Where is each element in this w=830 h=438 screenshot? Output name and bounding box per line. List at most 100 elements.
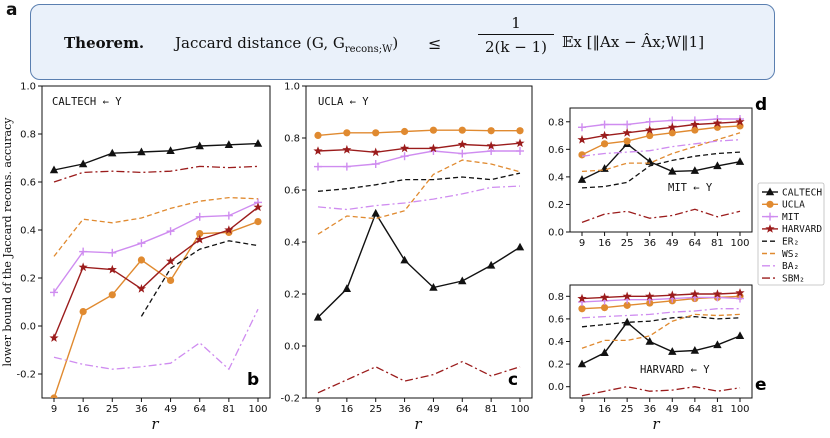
point-harvard xyxy=(136,284,146,293)
point-ucla xyxy=(137,256,146,264)
point-caltech xyxy=(645,337,654,345)
point-ucla xyxy=(314,131,322,139)
x-tick-label: 9 xyxy=(579,404,585,415)
y-tick-label: 0.2 xyxy=(548,200,564,211)
point-caltech xyxy=(486,260,496,269)
point-ucla xyxy=(668,129,676,137)
series-line-ba2 xyxy=(53,308,259,371)
point-caltech xyxy=(645,157,654,165)
y-tick-label: 0.0 xyxy=(548,228,564,239)
legend-item-sbm2: SBM₂ xyxy=(762,273,805,284)
point-ucla xyxy=(372,129,380,137)
fraction-numerator: 1 xyxy=(478,14,554,35)
x-axis-label-e: r xyxy=(652,415,660,433)
x-tick-label: 64 xyxy=(688,238,701,249)
point-mit xyxy=(400,152,409,161)
y-tick-label: 0.4 xyxy=(20,226,36,237)
y-tick-label: 0.8 xyxy=(20,130,36,141)
point-harvard xyxy=(667,122,677,132)
point-mit xyxy=(166,227,175,236)
point-caltech xyxy=(342,284,352,292)
theorem-title: Theorem. xyxy=(64,34,145,52)
point-caltech xyxy=(166,146,175,154)
point-harvard xyxy=(166,256,176,266)
x-tick-label: 64 xyxy=(456,404,469,415)
point-caltech xyxy=(735,157,745,165)
panel-label-c: UCLA ← Y xyxy=(318,96,369,108)
point-ucla xyxy=(196,230,204,238)
point-mit xyxy=(487,147,496,155)
series-line-er2 xyxy=(317,172,521,192)
legend-label-harvard: HARVARD xyxy=(782,224,822,235)
point-ucla xyxy=(578,305,586,313)
panel-letter-b: b xyxy=(247,370,259,390)
y-axis-label: lower bound of the Jaccard recons. accur… xyxy=(1,117,14,367)
panel-letter-a: a xyxy=(6,0,18,20)
point-harvard xyxy=(107,264,117,274)
legend-label-sbm2: SBM₂ xyxy=(782,273,805,284)
point-ucla xyxy=(343,129,351,137)
x-tick-label: 49 xyxy=(164,404,177,415)
y-tick-label: 0.6 xyxy=(284,186,300,197)
point-caltech xyxy=(735,331,745,340)
point-ucla xyxy=(691,126,699,134)
panel-letter-c: c xyxy=(508,370,518,390)
series-line-harvard xyxy=(53,206,259,339)
point-mit xyxy=(645,117,654,126)
series-line-mit xyxy=(318,150,520,168)
point-caltech xyxy=(713,161,722,170)
legend-item-caltech: CALTECH xyxy=(762,187,822,198)
point-ucla xyxy=(646,131,654,140)
point-caltech xyxy=(577,359,587,368)
legend-item-mit: MIT xyxy=(762,212,799,223)
x-tick-label: 16 xyxy=(598,238,611,249)
legend-label-ws2: WS₂ xyxy=(782,249,799,260)
point-harvard xyxy=(577,134,587,144)
point-caltech xyxy=(253,139,263,147)
y-tick-label: -0.2 xyxy=(280,394,300,405)
y-tick-label: -0.2 xyxy=(16,370,36,381)
series-line-sbm2 xyxy=(581,208,741,224)
point-mit xyxy=(736,294,744,303)
x-tick-label: 81 xyxy=(485,404,498,415)
x-tick-label: 49 xyxy=(427,404,440,415)
point-ucla xyxy=(600,140,609,148)
point-ucla xyxy=(578,151,586,159)
point-caltech xyxy=(224,140,234,148)
series-line-er2 xyxy=(581,315,741,328)
x-tick-label: 25 xyxy=(369,404,382,415)
series-line-sbm2 xyxy=(317,360,521,394)
point-caltech xyxy=(429,283,438,291)
legend-label-er2: ER₂ xyxy=(782,237,799,248)
series-group-b xyxy=(49,139,263,398)
y-tick-label: 0.6 xyxy=(20,178,36,189)
theorem-rhs: 𝔼x [‖Ax − Âx;W‖1] xyxy=(562,33,705,51)
series-line-ws2 xyxy=(581,132,741,173)
x-axis-label-b: r xyxy=(151,415,159,433)
y-tick-label: 0.0 xyxy=(548,382,564,393)
theorem-lhs-sub: recons;W xyxy=(344,44,393,55)
y-tick-label: 0.0 xyxy=(284,342,300,353)
x-tick-label: 36 xyxy=(643,238,656,249)
point-harvard xyxy=(457,139,467,149)
point-harvard xyxy=(515,138,525,148)
series-line-ws2 xyxy=(581,313,741,349)
legend-item-ws2: WS₂ xyxy=(762,249,799,260)
point-caltech xyxy=(195,141,204,150)
x-tick-label: 49 xyxy=(666,238,679,249)
chart-panel-b: -0.2 0.0 0.2 0.4 0.6 0.8 1.0 9 16 25 36 49 64 81 100 CA… xyxy=(1,82,271,433)
point-caltech xyxy=(690,166,700,174)
legend-item-er2: ER₂ xyxy=(762,237,799,248)
series-line-sbm2 xyxy=(53,165,259,183)
point-harvard xyxy=(49,333,59,342)
y-tick-label: 1.0 xyxy=(20,82,36,93)
series-line-harvard xyxy=(317,142,521,154)
y-tick-label: 0.2 xyxy=(548,360,564,371)
y-tick-label: 0.6 xyxy=(548,314,564,325)
plot-frame-b xyxy=(41,85,271,399)
legend-label-caltech: CALTECH xyxy=(782,187,822,198)
point-caltech xyxy=(49,165,59,174)
panel-letter-e: e xyxy=(755,375,767,395)
series-line-ucla xyxy=(581,125,741,156)
